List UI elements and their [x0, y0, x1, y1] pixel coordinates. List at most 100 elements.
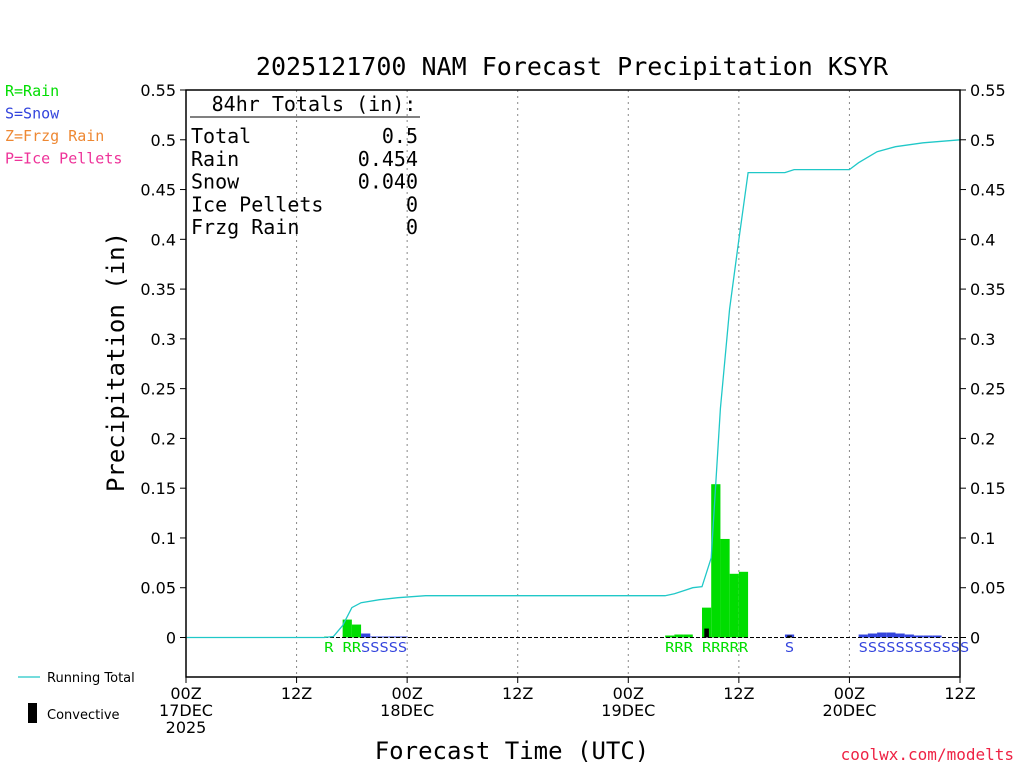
- precip-type-label: SSSSSSSSSSSS: [859, 641, 970, 656]
- y-tick-label-left: 0.3: [151, 330, 176, 349]
- x-tick-label: 12Z: [502, 684, 533, 703]
- totals-row-value: 0.454: [358, 147, 418, 171]
- convective-bar: [787, 635, 792, 638]
- precip-type-label: S: [785, 641, 794, 656]
- y-tick-label-right: 0.45: [970, 181, 1006, 200]
- precip-bar: [729, 573, 739, 638]
- x-tick-label: 20DEC: [822, 701, 876, 720]
- precip-bar: [932, 635, 942, 638]
- y-tick-label-right: 0.25: [970, 380, 1006, 399]
- totals-row-value: 0: [406, 215, 418, 239]
- totals-heading: 84hr Totals (in):: [212, 92, 417, 116]
- precip-type-legend-item: R=Rain: [5, 82, 59, 100]
- y-tick-label-left: 0.1: [151, 529, 176, 548]
- y-tick-label-left: 0.5: [151, 131, 176, 150]
- precip-type-labels: R RR SSSSS RRR RRRRR S SSSSSSSSSSSS: [324, 641, 969, 656]
- convective-legend-label: Convective: [47, 708, 120, 723]
- totals-row-label: Frzg Rain: [191, 215, 299, 239]
- x-tick-label: 12Z: [944, 684, 975, 703]
- x-tick-label: 00Z: [391, 684, 422, 703]
- grid-lines: [296, 90, 850, 677]
- totals-row-value: 0.5: [382, 124, 418, 148]
- totals-box: 84hr Totals (in): Total 0.5 Rain 0.454 Snow 0.…: [190, 92, 420, 239]
- precip-type-legend-item: S=Snow: [5, 105, 60, 123]
- precip-bar: [361, 633, 371, 638]
- running-total-legend-label: Running Total: [47, 671, 135, 686]
- precip-type-legend-item: Z=Frzg Rain: [5, 127, 104, 145]
- x-tick-label: 00Z: [834, 684, 865, 703]
- plot-frame: [185, 89, 961, 678]
- y-tick-label-left: 0.35: [140, 280, 176, 299]
- y-tick-label-left: 0.4: [151, 230, 176, 249]
- x-tick-label: 18DEC: [380, 701, 434, 720]
- x-tick-label: 2025: [166, 718, 207, 737]
- running-total-line: [186, 139, 961, 639]
- x-tick-label: 12Z: [723, 684, 754, 703]
- precip-bar: [702, 607, 712, 638]
- y-tick-label-right: 0.05: [970, 579, 1006, 598]
- precip-bar: [895, 633, 905, 638]
- y-tick-label-right: 0.1: [970, 529, 995, 548]
- precip-bar: [913, 635, 924, 638]
- x-tick-label: 00Z: [613, 684, 644, 703]
- convective-bars: [704, 628, 792, 638]
- series-legend: Running Total Convective: [18, 671, 135, 723]
- precip-type-label: RRR: [665, 641, 693, 656]
- y-tick-label-right: 0.4: [970, 230, 995, 249]
- precip-bar: [858, 634, 868, 638]
- precip-bar: [886, 632, 896, 638]
- y-tick-label-right: 0.15: [970, 479, 1006, 498]
- y-tick-label-right: 0.2: [970, 429, 995, 448]
- y-tick-label-left: 0.15: [140, 479, 176, 498]
- precip-bar: [867, 633, 878, 638]
- precip-bars: [324, 484, 942, 638]
- precip-bar: [720, 538, 730, 638]
- precip-bar: [904, 634, 914, 638]
- y-tick-label-left: 0.25: [140, 380, 176, 399]
- precip-bar: [674, 634, 684, 638]
- totals-row-label: Rain: [191, 147, 239, 171]
- y-tick-label-right: 0.35: [970, 280, 1006, 299]
- y-axis-label: Precipitation (in): [102, 232, 130, 492]
- precip-bar: [351, 624, 362, 638]
- precip-type-label: RR: [343, 641, 362, 656]
- y-tick-label-left: 0.55: [140, 81, 176, 100]
- y-axis-ticks: 0.55 0.55 0.5 0.5 0.45 0.45 0.4 0.4 0.35 0.35 0.3 0…: [140, 81, 1005, 648]
- y-tick-label-left: 0.2: [151, 429, 176, 448]
- convective-legend-swatch: [28, 703, 37, 723]
- precip-type-legend-item: P=Ice Pellets: [5, 150, 122, 168]
- chart-title: 2025121700 NAM Forecast Precipitation KS…: [256, 52, 889, 81]
- y-tick-label-right: 0.3: [970, 330, 995, 349]
- totals-row-value: 0.040: [358, 170, 418, 194]
- precip-bar: [738, 571, 749, 638]
- convective-bar: [704, 628, 709, 638]
- precip-bar: [711, 484, 721, 638]
- precip-bar: [683, 634, 693, 638]
- x-tick-label: 17DEC: [159, 701, 213, 720]
- precip-bar: [877, 632, 887, 638]
- y-tick-label-left: 0.05: [140, 579, 176, 598]
- y-tick-label-right: 0.55: [970, 81, 1006, 100]
- totals-row-label: Ice Pellets: [191, 192, 323, 216]
- totals-row-value: 0: [406, 192, 418, 216]
- x-tick-label: 00Z: [170, 684, 201, 703]
- x-axis-label: Forecast Time (UTC): [375, 737, 650, 765]
- precip-bar: [923, 635, 933, 638]
- precip-bar: [665, 635, 675, 638]
- precip-type-label: SSSSS: [361, 641, 407, 656]
- totals-row-label: Snow: [191, 170, 240, 194]
- y-axis-label-group: Precipitation (in): [102, 232, 130, 492]
- y-tick-label-right: 0: [970, 629, 980, 648]
- precip-type-label: R: [324, 641, 333, 656]
- credit-text: coolwx.com/modelts: [841, 745, 1014, 764]
- precip-type-label: RRRRR: [702, 641, 748, 656]
- y-tick-label-left: 0: [166, 629, 176, 648]
- x-tick-label: 12Z: [281, 684, 312, 703]
- y-tick-label-left: 0.45: [140, 181, 176, 200]
- y-tick-label-right: 0.5: [970, 131, 995, 150]
- x-tick-label: 19DEC: [601, 701, 655, 720]
- totals-row-label: Total: [191, 124, 251, 148]
- precip-bar: [342, 619, 352, 638]
